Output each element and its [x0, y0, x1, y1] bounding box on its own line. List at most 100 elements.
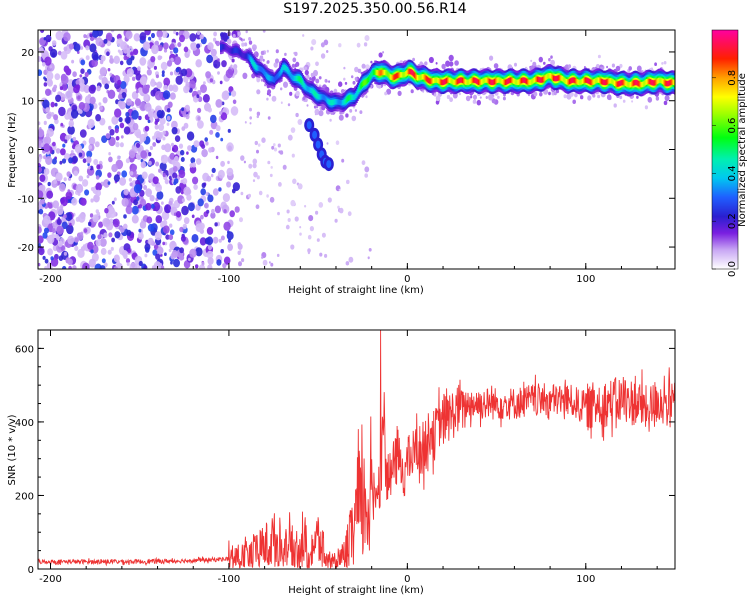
haze-blob	[465, 95, 471, 102]
ridge-segment	[550, 74, 553, 80]
noise-blob	[72, 265, 77, 269]
ridge-segment	[296, 75, 298, 82]
noise-blob	[197, 198, 204, 207]
ridge-segment	[409, 68, 412, 75]
noise-blob	[210, 120, 218, 130]
noise-blob	[126, 262, 130, 266]
ridge-segment	[619, 80, 621, 86]
noise-blob	[170, 261, 173, 265]
ridge-segment	[609, 78, 612, 84]
ridge-segment	[439, 79, 442, 85]
ridge-segment	[242, 53, 245, 59]
noise-blob	[116, 38, 124, 47]
haze-blob	[644, 105, 649, 110]
noise-blob	[252, 179, 256, 183]
haze-blob	[587, 95, 592, 101]
noise-blob	[114, 128, 119, 134]
noise-blob	[54, 73, 61, 81]
ridge-segment	[618, 81, 620, 87]
noise-blob	[237, 250, 241, 255]
ridge-segment	[518, 79, 521, 85]
ridge-segment	[379, 70, 382, 76]
noise-blob	[227, 230, 230, 234]
noise-blob	[351, 115, 357, 122]
ridge-segment	[549, 73, 552, 79]
ridge-segment	[642, 81, 645, 87]
noise-blob	[297, 183, 303, 190]
noise-blob	[75, 183, 84, 194]
ridge-segment	[240, 51, 242, 57]
ridge-segment	[617, 81, 619, 87]
ridge-segment	[246, 53, 249, 59]
ridge-segment	[494, 78, 496, 85]
noise-blob	[75, 216, 80, 222]
noise-blob	[240, 191, 244, 196]
noise-blob	[45, 156, 53, 165]
noise-blob	[137, 66, 141, 71]
noise-blob	[163, 84, 169, 91]
branch-blob-core	[315, 140, 321, 149]
haze-blob	[435, 95, 441, 102]
ridge-segment	[454, 79, 457, 86]
ridge-segment	[595, 77, 598, 84]
noise-blob	[90, 233, 96, 240]
ridge-segment	[577, 79, 580, 85]
noise-blob	[186, 151, 189, 155]
noise-blob	[169, 92, 176, 100]
noise-blob	[107, 89, 116, 100]
ridge-segment	[289, 72, 292, 78]
noise-blob	[107, 181, 111, 185]
branch-blob-core	[326, 160, 332, 169]
spectrogram-y-axis-label: Frequency (Hz)	[7, 112, 18, 188]
noise-blob	[268, 261, 271, 264]
noise-blob	[95, 189, 102, 197]
ridge-segment	[500, 78, 503, 84]
noise-blob	[147, 119, 151, 124]
haze-blob	[489, 55, 494, 61]
noise-blob	[168, 84, 174, 92]
noise-blob	[359, 110, 363, 114]
ridge-segment	[670, 79, 673, 85]
noise-blob	[42, 62, 46, 67]
noise-blob	[189, 33, 197, 42]
haze-blob	[244, 42, 248, 47]
noise-blob	[153, 65, 157, 70]
noise-blob	[129, 182, 133, 187]
noise-blob	[71, 155, 78, 164]
haze-blob	[592, 93, 596, 98]
noise-blob	[316, 238, 320, 242]
ridge-segment	[663, 79, 665, 86]
snr-x-tick-label: -200	[39, 574, 62, 585]
noise-blob	[142, 41, 151, 51]
ridge-segment	[474, 77, 477, 84]
noise-blob	[64, 139, 68, 144]
ridge-segment	[464, 78, 466, 85]
ridge-segment	[445, 77, 448, 84]
haze-blob	[663, 100, 668, 106]
haze-blob	[243, 38, 245, 42]
noise-blob	[133, 184, 142, 194]
noise-blob	[89, 96, 96, 105]
haze-blob	[454, 60, 459, 66]
noise-blob	[51, 228, 56, 234]
noise-blob	[109, 129, 115, 136]
noise-blob	[56, 225, 64, 235]
ridge-segment	[501, 79, 504, 85]
noise-blob	[79, 74, 83, 78]
noise-blob	[335, 140, 340, 145]
noise-blob	[273, 147, 278, 152]
ridge-segment	[625, 81, 628, 87]
ridge-segment	[232, 48, 235, 54]
ridge-segment	[307, 86, 310, 93]
ridge-segment	[604, 79, 606, 86]
noise-blob	[226, 167, 234, 177]
noise-blob	[109, 57, 114, 64]
colorbar-frame	[711, 29, 739, 270]
noise-blob	[249, 122, 252, 125]
noise-blob	[171, 127, 178, 135]
haze-blob	[304, 70, 309, 76]
noise-blob	[166, 115, 171, 121]
haze-blob	[352, 80, 356, 85]
noise-blob	[111, 74, 115, 78]
ridge-segment	[329, 99, 331, 106]
